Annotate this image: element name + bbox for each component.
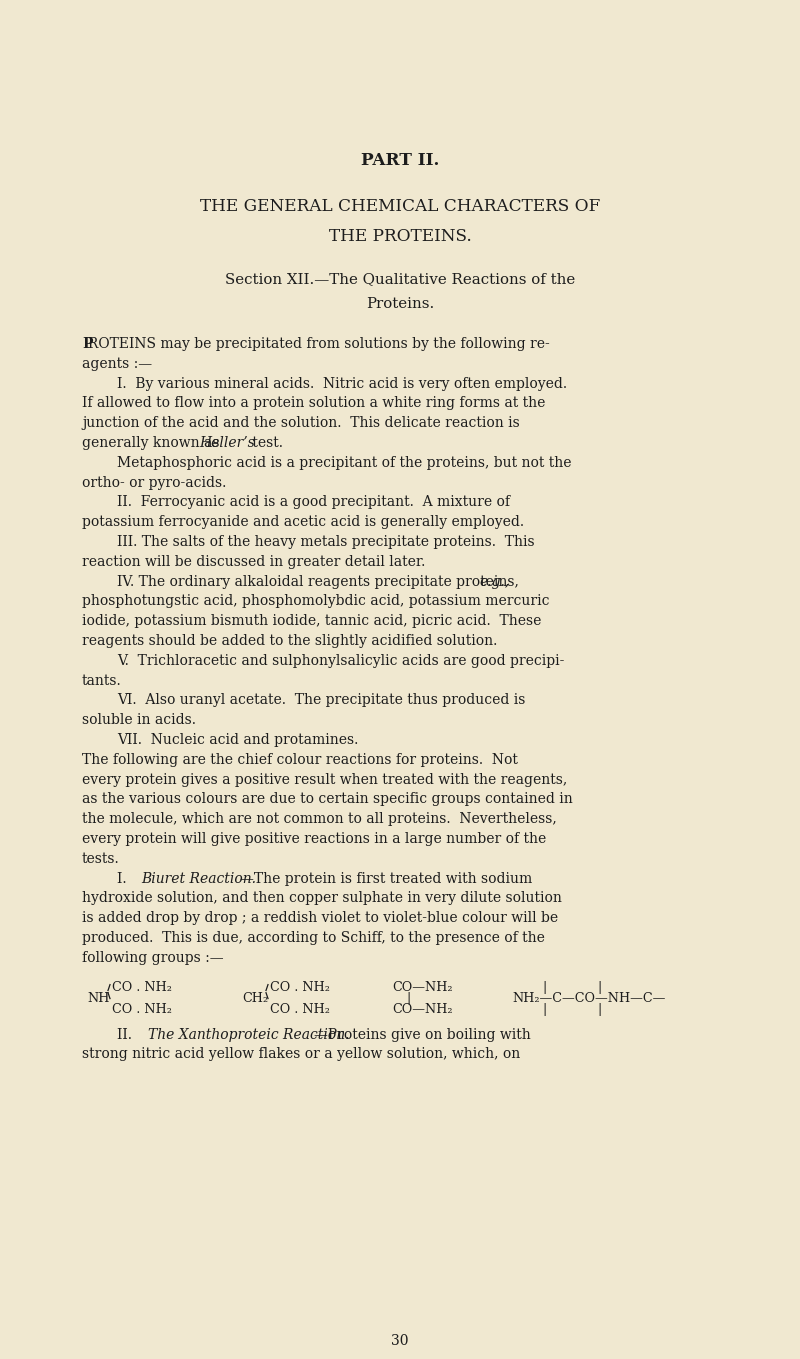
Text: Biuret Reaction.: Biuret Reaction. xyxy=(142,871,257,886)
Text: generally known as: generally known as xyxy=(82,436,224,450)
Text: reaction will be discussed in greater detail later.: reaction will be discussed in greater de… xyxy=(82,554,426,569)
Text: tests.: tests. xyxy=(82,852,120,866)
Text: junction of the acid and the solution.  This delicate reaction is: junction of the acid and the solution. T… xyxy=(82,416,520,431)
Text: strong nitric acid yellow flakes or a yellow solution, which, on: strong nitric acid yellow flakes or a ye… xyxy=(82,1048,520,1061)
Text: IV. The ordinary alkaloidal reagents precipitate proteins,: IV. The ordinary alkaloidal reagents pre… xyxy=(117,575,523,588)
Text: hydroxide solution, and then copper sulphate in very dilute solution: hydroxide solution, and then copper sulp… xyxy=(82,892,562,905)
Text: every protein will give positive reactions in a large number of the: every protein will give positive reactio… xyxy=(82,832,546,847)
Text: NH₂—C—CO—NH—C—: NH₂—C—CO—NH—C— xyxy=(512,992,666,1004)
Text: reagents should be added to the slightly acidified solution.: reagents should be added to the slightly… xyxy=(82,635,498,648)
Text: P: P xyxy=(82,337,93,351)
Text: CO . NH₂: CO . NH₂ xyxy=(112,981,172,993)
Text: The Xanthoproteic Reaction.: The Xanthoproteic Reaction. xyxy=(148,1027,350,1041)
Text: tants.: tants. xyxy=(82,674,122,688)
Text: is added drop by drop ; a reddish violet to violet-blue colour will be: is added drop by drop ; a reddish violet… xyxy=(82,911,558,925)
Text: CO . NH₂: CO . NH₂ xyxy=(270,1003,330,1015)
Text: VI.  Also uranyl acetate.  The precipitate thus produced is: VI. Also uranyl acetate. The precipitate… xyxy=(117,693,526,708)
Text: e.g.,: e.g., xyxy=(480,575,510,588)
Text: II.  Ferrocyanic acid is a good precipitant.  A mixture of: II. Ferrocyanic acid is a good precipita… xyxy=(117,496,510,510)
Text: Heller’s: Heller’s xyxy=(199,436,254,450)
Text: —Proteins give on boiling with: —Proteins give on boiling with xyxy=(314,1027,530,1041)
Text: produced.  This is due, according to Schiff, to the presence of the: produced. This is due, according to Schi… xyxy=(82,931,545,945)
Text: THE PROTEINS.: THE PROTEINS. xyxy=(329,228,471,245)
Text: ROTEINS may be precipitated from solutions by the following re-: ROTEINS may be precipitated from solutio… xyxy=(88,337,550,351)
Text: The following are the chief colour reactions for proteins.  Not: The following are the chief colour react… xyxy=(82,753,518,766)
Text: V.  Trichloracetic and sulphonylsalicylic acids are good precipi-: V. Trichloracetic and sulphonylsalicylic… xyxy=(117,654,564,667)
Text: phosphotungstic acid, phosphomolybdic acid, potassium mercuric: phosphotungstic acid, phosphomolybdic ac… xyxy=(82,594,550,609)
Text: CO—NH₂: CO—NH₂ xyxy=(392,981,453,993)
Text: agents :—: agents :— xyxy=(82,357,152,371)
Text: CO . NH₂: CO . NH₂ xyxy=(112,1003,172,1015)
Text: Metaphosphoric acid is a precipitant of the proteins, but not the: Metaphosphoric acid is a precipitant of … xyxy=(117,455,571,470)
Text: |: | xyxy=(597,1003,602,1015)
Text: ortho- or pyro-acids.: ortho- or pyro-acids. xyxy=(82,476,226,489)
Text: |: | xyxy=(542,1003,546,1015)
Text: PART II.: PART II. xyxy=(361,152,439,169)
Text: I.  By various mineral acids.  Nitric acid is very often employed.: I. By various mineral acids. Nitric acid… xyxy=(117,376,567,390)
Text: CO—NH₂: CO—NH₂ xyxy=(392,1003,453,1015)
Text: If allowed to flow into a protein solution a white ring forms at the: If allowed to flow into a protein soluti… xyxy=(82,397,546,410)
Text: as the various colours are due to certain specific groups contained in: as the various colours are due to certai… xyxy=(82,792,573,806)
Text: |: | xyxy=(406,992,410,1004)
Text: VII.  Nucleic acid and protamines.: VII. Nucleic acid and protamines. xyxy=(117,733,358,747)
Text: following groups :—: following groups :— xyxy=(82,951,224,965)
Text: Proteins.: Proteins. xyxy=(366,298,434,311)
Text: iodide, potassium bismuth iodide, tannic acid, picric acid.  These: iodide, potassium bismuth iodide, tannic… xyxy=(82,614,542,628)
Text: the molecule, which are not common to all proteins.  Nevertheless,: the molecule, which are not common to al… xyxy=(82,813,557,826)
Text: II.: II. xyxy=(117,1027,141,1041)
Text: potassium ferrocyanide and acetic acid is generally employed.: potassium ferrocyanide and acetic acid i… xyxy=(82,515,524,529)
Text: |: | xyxy=(597,981,602,993)
Text: test.: test. xyxy=(248,436,283,450)
Text: 30: 30 xyxy=(391,1335,409,1348)
Text: Section XII.—The Qualitative Reactions of the: Section XII.—The Qualitative Reactions o… xyxy=(225,272,575,285)
Text: soluble in acids.: soluble in acids. xyxy=(82,713,196,727)
Text: CH₂: CH₂ xyxy=(242,992,268,1004)
Text: I.: I. xyxy=(117,871,135,886)
Text: CO . NH₂: CO . NH₂ xyxy=(270,981,330,993)
Text: every protein gives a positive result when treated with the reagents,: every protein gives a positive result wh… xyxy=(82,773,567,787)
Text: |: | xyxy=(542,981,546,993)
Text: THE GENERAL CHEMICAL CHARACTERS OF: THE GENERAL CHEMICAL CHARACTERS OF xyxy=(200,198,600,215)
Text: NH: NH xyxy=(87,992,110,1004)
Text: III. The salts of the heavy metals precipitate proteins.  This: III. The salts of the heavy metals preci… xyxy=(117,535,534,549)
Text: —The protein is first treated with sodium: —The protein is first treated with sodiu… xyxy=(240,871,532,886)
